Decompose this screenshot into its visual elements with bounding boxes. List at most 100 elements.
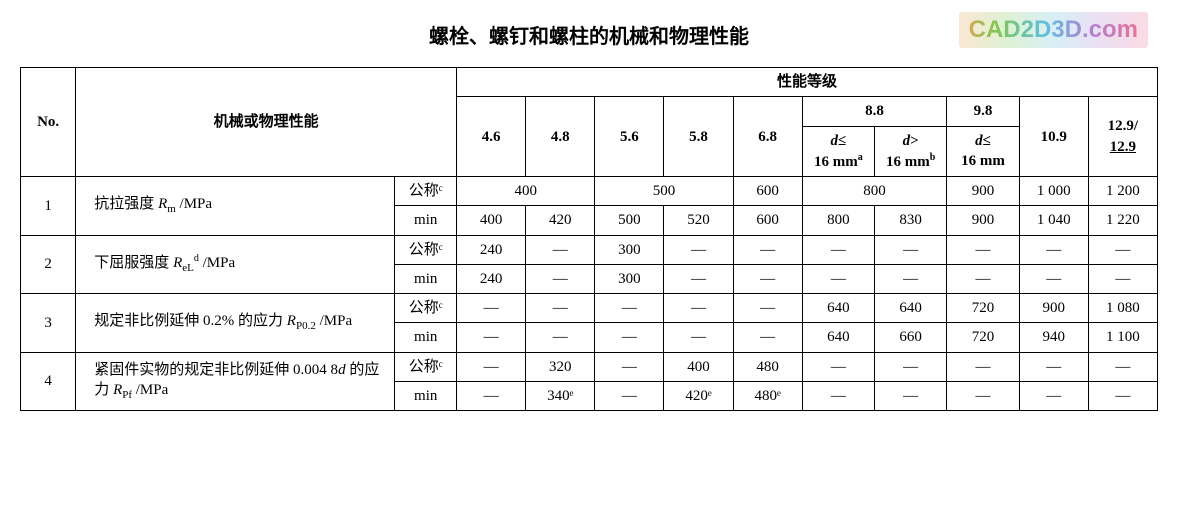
subrow-nominal: 公称ᶜ bbox=[395, 235, 457, 264]
cell: 1 100 bbox=[1088, 323, 1157, 352]
grade-88-b: d>16 mmb bbox=[875, 126, 947, 177]
cell: — bbox=[1019, 352, 1088, 381]
table-row: 4 紧固件实物的规定非比例延伸 0.004 8d 的应力 RPf /MPa 公称… bbox=[21, 352, 1158, 381]
cell: — bbox=[457, 323, 526, 352]
cell: 1 200 bbox=[1088, 177, 1157, 206]
properties-table: No. 机械或物理性能 性能等级 4.6 4.8 5.6 5.8 6.8 8.8… bbox=[20, 67, 1158, 411]
cell: 600 bbox=[733, 177, 802, 206]
cell: — bbox=[733, 235, 802, 264]
grade-56: 5.6 bbox=[595, 97, 664, 177]
cell: — bbox=[664, 323, 733, 352]
cell: — bbox=[595, 323, 664, 352]
cell: — bbox=[733, 323, 802, 352]
cell: — bbox=[1088, 235, 1157, 264]
grade-109: 10.9 bbox=[1019, 97, 1088, 177]
cell: — bbox=[875, 352, 947, 381]
col-no: No. bbox=[21, 68, 76, 177]
grade-46: 4.6 bbox=[457, 97, 526, 177]
cell: 940 bbox=[1019, 323, 1088, 352]
cell: 500 bbox=[595, 206, 664, 235]
cell: 240 bbox=[457, 264, 526, 293]
row-prop: 抗拉强度 Rm /MPa bbox=[76, 177, 395, 236]
table-row: 2 下屈服强度 ReLd /MPa 公称ᶜ 240 — 300 — — — — … bbox=[21, 235, 1158, 264]
cell: 900 bbox=[1019, 294, 1088, 323]
row-prop: 紧固件实物的规定非比例延伸 0.004 8d 的应力 RPf /MPa bbox=[76, 352, 395, 411]
cell: 420ᵉ bbox=[664, 381, 733, 410]
col-grade-title: 性能等级 bbox=[457, 68, 1158, 97]
row-prop: 下屈服强度 ReLd /MPa bbox=[76, 235, 395, 294]
cell: 1 000 bbox=[1019, 177, 1088, 206]
cell: 660 bbox=[875, 323, 947, 352]
cell: 400 bbox=[457, 206, 526, 235]
cell: — bbox=[457, 381, 526, 410]
row-no: 4 bbox=[21, 352, 76, 411]
subrow-nominal: 公称ᶜ bbox=[395, 352, 457, 381]
grade-88-a: d≤16 mma bbox=[802, 126, 874, 177]
grade-58: 5.8 bbox=[664, 97, 733, 177]
cell: 830 bbox=[875, 206, 947, 235]
cell: 720 bbox=[947, 294, 1019, 323]
cell: — bbox=[947, 352, 1019, 381]
row-prop: 规定非比例延伸 0.2% 的应力 RP0.2 /MPa bbox=[76, 294, 395, 353]
row-no: 2 bbox=[21, 235, 76, 294]
cell: 640 bbox=[802, 323, 874, 352]
cell: 640 bbox=[875, 294, 947, 323]
cell: — bbox=[1088, 352, 1157, 381]
cell: 300 bbox=[595, 264, 664, 293]
cell: — bbox=[875, 235, 947, 264]
row-no: 3 bbox=[21, 294, 76, 353]
cell: 1 080 bbox=[1088, 294, 1157, 323]
cell: — bbox=[875, 264, 947, 293]
cell: 480 bbox=[733, 352, 802, 381]
page-title: 螺栓、螺钉和螺柱的机械和物理性能 bbox=[429, 20, 749, 49]
cell: — bbox=[733, 294, 802, 323]
cell: 800 bbox=[802, 206, 874, 235]
cell: — bbox=[1088, 264, 1157, 293]
cell: — bbox=[664, 235, 733, 264]
subrow-min: min bbox=[395, 206, 457, 235]
cell: — bbox=[526, 294, 595, 323]
subrow-min: min bbox=[395, 381, 457, 410]
cell: — bbox=[802, 235, 874, 264]
cell: — bbox=[947, 264, 1019, 293]
cell: — bbox=[947, 235, 1019, 264]
cell: — bbox=[733, 264, 802, 293]
grade-129: 12.9/12.9 bbox=[1088, 97, 1157, 177]
grade-68: 6.8 bbox=[733, 97, 802, 177]
cell: 600 bbox=[733, 206, 802, 235]
cell: — bbox=[595, 352, 664, 381]
cell: — bbox=[526, 235, 595, 264]
cell: — bbox=[595, 381, 664, 410]
row-no: 1 bbox=[21, 177, 76, 236]
cell: 300 bbox=[595, 235, 664, 264]
cell: — bbox=[664, 294, 733, 323]
table-row: 3 规定非比例延伸 0.2% 的应力 RP0.2 /MPa 公称ᶜ — — — … bbox=[21, 294, 1158, 323]
subrow-nominal: 公称ᶜ bbox=[395, 294, 457, 323]
grade-98-sub: d≤16 mm bbox=[947, 126, 1019, 177]
subrow-nominal: 公称ᶜ bbox=[395, 177, 457, 206]
cell: 900 bbox=[947, 206, 1019, 235]
cell: 420 bbox=[526, 206, 595, 235]
col-property: 机械或物理性能 bbox=[76, 68, 457, 177]
cell: — bbox=[802, 264, 874, 293]
cell: — bbox=[526, 323, 595, 352]
cell: — bbox=[947, 381, 1019, 410]
cell: 900 bbox=[947, 177, 1019, 206]
cell: 1 220 bbox=[1088, 206, 1157, 235]
cell: — bbox=[802, 352, 874, 381]
cell: — bbox=[1088, 381, 1157, 410]
subrow-min: min bbox=[395, 323, 457, 352]
cell: — bbox=[1019, 235, 1088, 264]
cell: — bbox=[875, 381, 947, 410]
cell: — bbox=[526, 264, 595, 293]
grade-98: 9.8 bbox=[947, 97, 1019, 126]
cell: 400 bbox=[457, 177, 595, 206]
cell: 340ᵉ bbox=[526, 381, 595, 410]
watermark: CAD2D3D.com bbox=[959, 12, 1148, 48]
cell: — bbox=[1019, 381, 1088, 410]
cell: — bbox=[664, 264, 733, 293]
cell: — bbox=[457, 352, 526, 381]
grade-88: 8.8 bbox=[802, 97, 947, 126]
cell: 640 bbox=[802, 294, 874, 323]
cell: 320 bbox=[526, 352, 595, 381]
